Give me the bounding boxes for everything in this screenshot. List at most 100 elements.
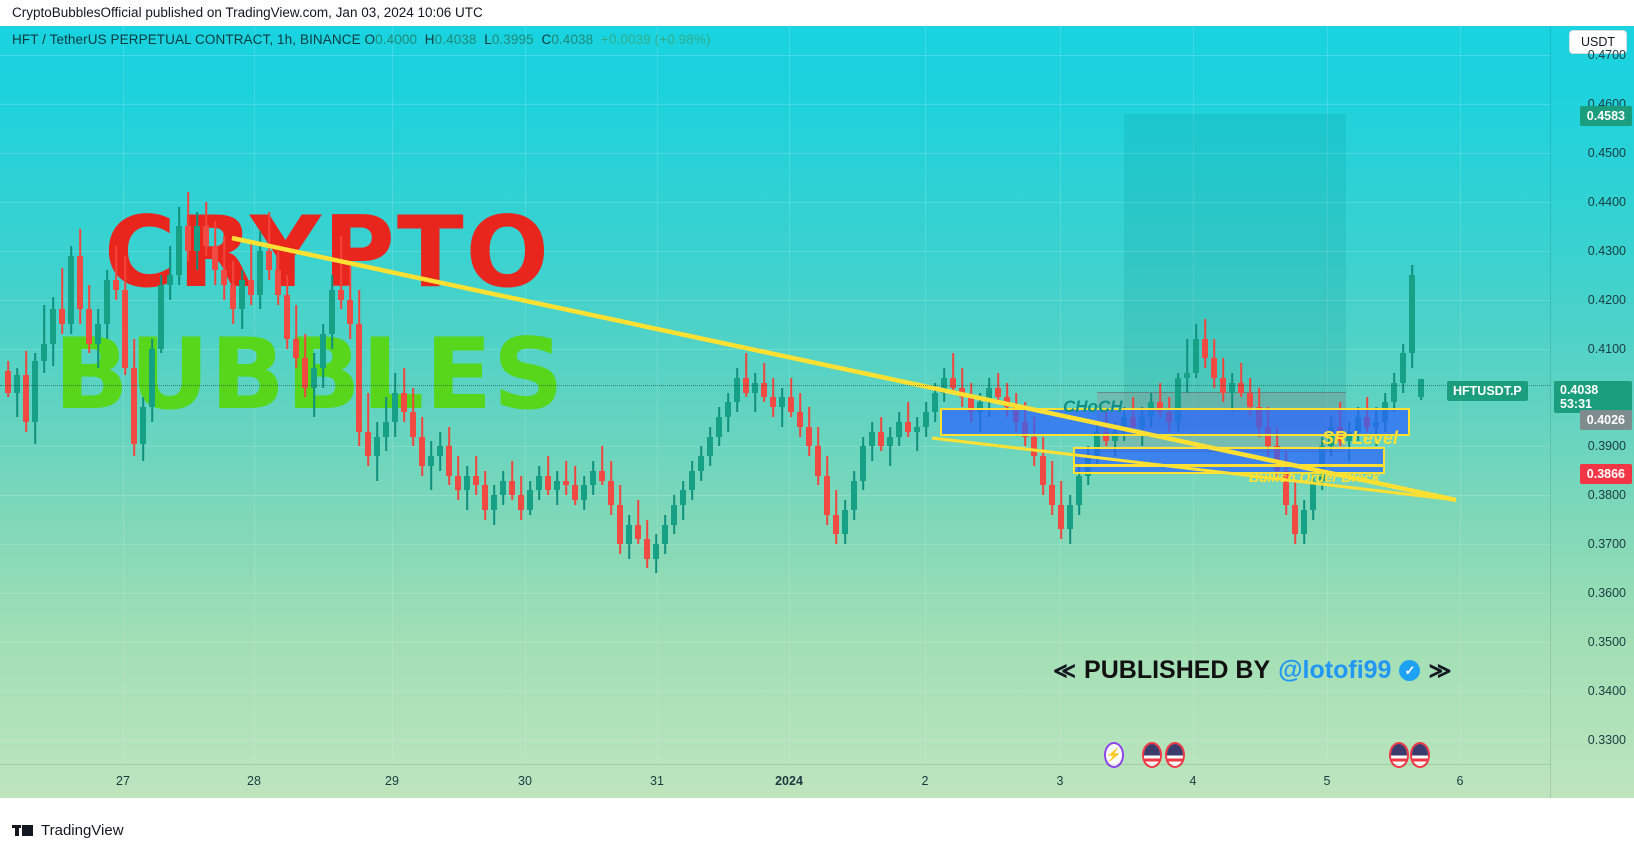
arrow-right-icon: ≫: [1428, 657, 1452, 683]
candle-body: [1211, 358, 1217, 378]
candle-body: [716, 416, 722, 437]
candle-body: [815, 446, 821, 476]
candle: [41, 26, 47, 764]
candle: [1301, 26, 1307, 764]
candle-body: [455, 475, 461, 491]
candle: [95, 26, 101, 764]
candle-wick: [61, 267, 63, 334]
candle: [644, 26, 650, 764]
candle: [1085, 26, 1091, 764]
candle: [689, 26, 695, 764]
symbol-legend[interactable]: HFT / TetherUS PERPETUAL CONTRACT, 1h, B…: [12, 32, 711, 47]
current-price-block: 0.4038 53:31: [1554, 381, 1632, 413]
candle-body: [1076, 475, 1082, 505]
candle: [455, 26, 461, 764]
candle-wick: [16, 368, 18, 417]
candle-body: [329, 289, 335, 334]
candle: [752, 26, 758, 764]
candle: [905, 26, 911, 764]
candle: [914, 26, 920, 764]
time-tick: 29: [385, 774, 399, 788]
candle: [1040, 26, 1046, 764]
candle: [221, 26, 227, 764]
footer-bar: TradingView: [0, 798, 1634, 862]
time-axis[interactable]: 27 28 29 30 31 2024 2 3 4 5 6: [0, 764, 1550, 798]
candle-wick: [223, 236, 225, 300]
candle: [302, 26, 308, 764]
candle-body: [1004, 397, 1010, 408]
candle: [257, 26, 263, 764]
candle-body: [230, 285, 236, 310]
candle-body: [734, 377, 740, 403]
event-icon-us-economic-2[interactable]: [1165, 742, 1185, 768]
candle-body: [482, 485, 488, 510]
candle-body: [86, 309, 92, 344]
candle-body: [374, 436, 380, 457]
candle: [212, 26, 218, 764]
candle-body: [1400, 353, 1406, 383]
candle: [959, 26, 965, 764]
candle: [923, 26, 929, 764]
candle-body: [518, 495, 524, 510]
candle: [158, 26, 164, 764]
candle-body: [1193, 338, 1199, 373]
event-icon-earnings[interactable]: ⚡: [1104, 742, 1124, 768]
candle: [1121, 26, 1127, 764]
candle-body: [167, 275, 173, 286]
candle-wick: [916, 416, 918, 452]
candle-body: [68, 255, 74, 325]
candle-body: [698, 456, 704, 471]
attribution-bar: CryptoBubblesOfficial published on Tradi…: [0, 0, 1634, 26]
candle-body: [770, 397, 776, 408]
price-tick: 0.3700: [1587, 537, 1626, 552]
candle-body: [1067, 504, 1073, 530]
candle: [464, 26, 470, 764]
candle-body: [1031, 436, 1037, 457]
candle: [1103, 26, 1109, 764]
candle: [68, 26, 74, 764]
time-tick: 27: [116, 774, 130, 788]
candle: [806, 26, 812, 764]
bar-countdown: 53:31: [1560, 397, 1592, 411]
candle: [779, 26, 785, 764]
price-axis[interactable]: USDT 0.4700 0.4600 0.4500 0.4400 0.4300 0.420…: [1550, 26, 1634, 798]
candle-body: [887, 436, 893, 447]
time-tick: 4: [1189, 774, 1197, 788]
last-price-value: 0.4038: [1560, 383, 1599, 397]
candle: [401, 26, 407, 764]
chart-area[interactable]: CRYPTO BUBBLES CHoCH SR Level Bullish Or…: [0, 26, 1634, 798]
candle-body: [383, 421, 389, 437]
candle-wick: [250, 241, 252, 305]
event-icon-us-economic-4[interactable]: [1410, 742, 1430, 768]
candle-body: [392, 392, 398, 422]
candle: [878, 26, 884, 764]
candle: [1274, 26, 1280, 764]
candle: [185, 26, 191, 764]
candle: [950, 26, 956, 764]
candle: [1049, 26, 1055, 764]
candle: [698, 26, 704, 764]
candle: [383, 26, 389, 764]
candle: [680, 26, 686, 764]
candle-body: [365, 431, 371, 457]
candle-body: [77, 255, 83, 310]
price-tick: 0.4700: [1587, 48, 1626, 63]
gridline-horizontal: [0, 592, 1550, 594]
candle: [239, 26, 245, 764]
candle-body: [410, 412, 416, 437]
candle: [1094, 26, 1100, 764]
legend-symbol: HFT / TetherUS PERPETUAL CONTRACT, 1h, B…: [12, 32, 361, 47]
candle-body: [1184, 373, 1190, 378]
candle-body: [158, 285, 164, 349]
event-icon-us-economic-3[interactable]: [1389, 742, 1409, 768]
candle-body: [779, 397, 785, 408]
currency-chip[interactable]: USDT: [1568, 30, 1627, 54]
event-icon-us-economic-1[interactable]: [1142, 742, 1162, 768]
candle-body: [995, 387, 1001, 398]
candle-wick: [1231, 373, 1233, 413]
candle-body: [302, 358, 308, 388]
candle-wick: [565, 460, 567, 496]
candle: [1319, 26, 1325, 764]
candle: [104, 26, 110, 764]
candle: [1229, 26, 1235, 764]
